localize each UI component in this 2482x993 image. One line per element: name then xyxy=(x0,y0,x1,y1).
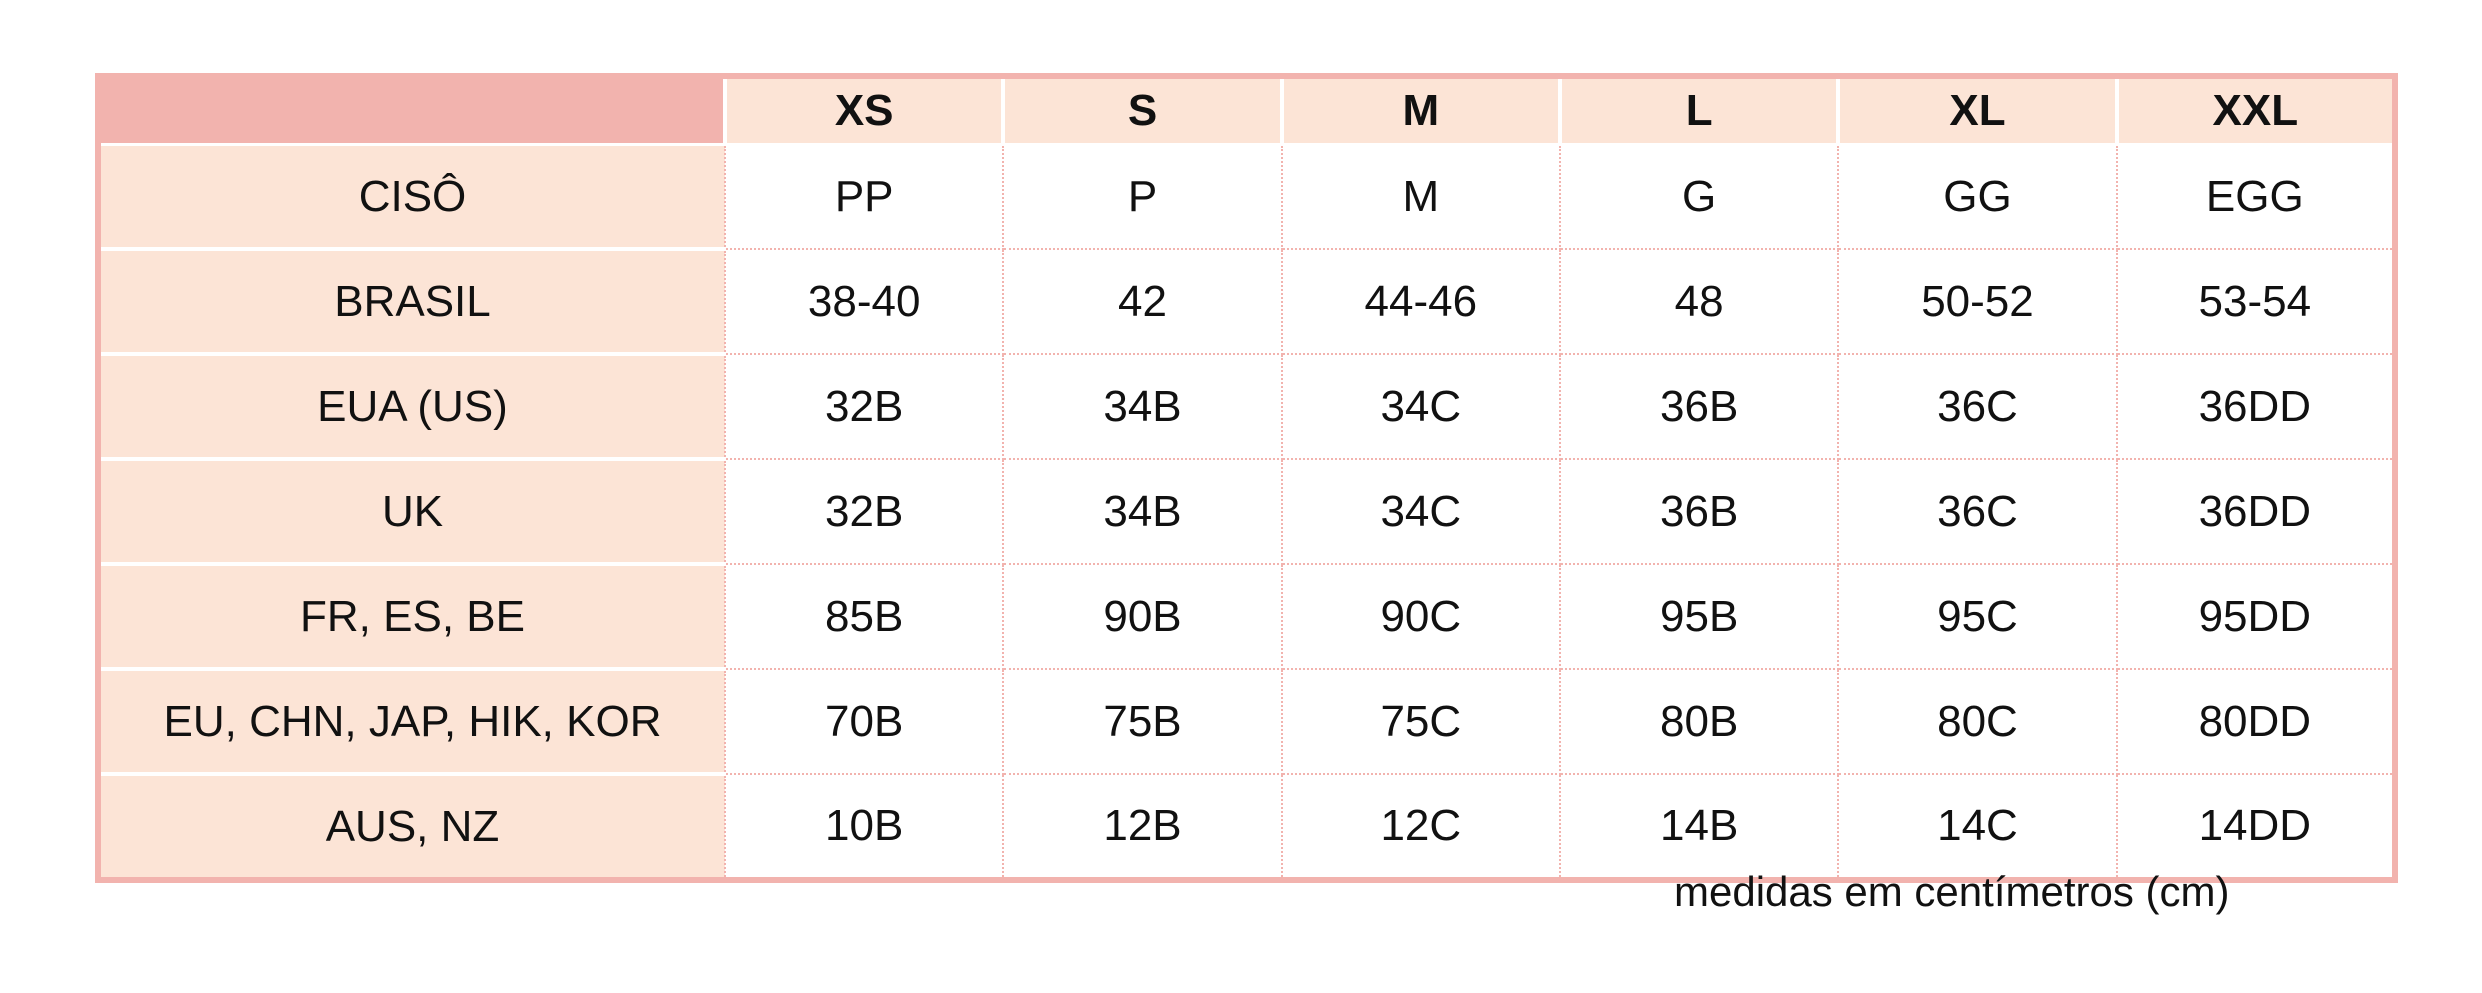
table-cell: M xyxy=(1280,143,1561,250)
table-cell: 36DD xyxy=(2115,353,2397,460)
row-label: FR, ES, BE xyxy=(98,564,725,671)
table-cell: 34C xyxy=(1280,458,1561,565)
header-row: XS S M L XL XXL xyxy=(98,76,2395,146)
table-cell: PP xyxy=(723,143,1005,250)
table-row: UK 32B 34B 34C 36B 36C 36DD xyxy=(98,458,2397,566)
table-cell: 14DD xyxy=(2115,773,2397,881)
table-cell: 48 xyxy=(1558,248,1840,355)
column-header: M xyxy=(1279,76,1560,146)
table-cell: GG xyxy=(1837,143,2118,250)
column-header: XS xyxy=(722,76,1004,146)
table-cell: 10B xyxy=(723,773,1005,881)
table-cell: 95DD xyxy=(2115,563,2397,670)
table-row: FR, ES, BE 85B 90B 90C 95B 95C 95DD xyxy=(98,563,2397,671)
table-cell: 34B xyxy=(1002,458,1283,565)
row-label: EUA (US) xyxy=(98,354,725,461)
table-cell: 12C xyxy=(1280,773,1561,881)
table-cell: 50-52 xyxy=(1837,248,2118,355)
table-cell: 90B xyxy=(1002,563,1283,670)
row-label: CISÔ xyxy=(98,144,725,251)
table-cell: 36C xyxy=(1837,458,2118,565)
table-cell: P xyxy=(1002,143,1283,250)
table-cell: 34C xyxy=(1280,353,1561,460)
table-cell: EGG xyxy=(2115,143,2397,250)
corner-cell xyxy=(98,76,725,146)
column-header: L xyxy=(1557,76,1839,146)
table-cell: 32B xyxy=(723,353,1005,460)
table-cell: 14C xyxy=(1837,773,2118,881)
table-cell: G xyxy=(1558,143,1840,250)
table-cell: 34B xyxy=(1002,353,1283,460)
row-label: BRASIL xyxy=(98,249,725,356)
column-header: XL xyxy=(1836,76,2117,146)
table-row: CISÔ PP P M G GG EGG xyxy=(98,143,2397,251)
table-cell: 85B xyxy=(723,563,1005,670)
table-row: EU, CHN, JAP, HIK, KOR 70B 75B 75C 80B 80C 80D… xyxy=(98,668,2397,776)
table-cell: 80DD xyxy=(2115,668,2397,775)
table-cell: 12B xyxy=(1002,773,1283,881)
column-header: XXL xyxy=(2114,76,2395,146)
row-label: AUS, NZ xyxy=(98,774,725,882)
note: medidas em centímetros (cm) xyxy=(1674,868,2230,915)
table-cell: 53-54 xyxy=(2115,248,2397,355)
row-label: UK xyxy=(98,459,725,566)
table-cell: 36B xyxy=(1558,458,1840,565)
table-cell: 32B xyxy=(723,458,1005,565)
table-row: BRASIL 38-40 42 44-46 48 50-52 53-54 xyxy=(98,248,2397,356)
table-cell: 38-40 xyxy=(723,248,1005,355)
table-cell: 80B xyxy=(1558,668,1840,775)
table-cell: 36B xyxy=(1558,353,1840,460)
size-table: XS S M L XL XXL CISÔ PP P M G GG EGG BRASIL 38-40 42 44… xyxy=(95,73,2398,883)
table-cell: 90C xyxy=(1280,563,1561,670)
table-cell: 44-46 xyxy=(1280,248,1561,355)
table-cell: 75B xyxy=(1002,668,1283,775)
table-cell: 14B xyxy=(1558,773,1840,881)
table-cell: 36DD xyxy=(2115,458,2397,565)
table-cell: 36C xyxy=(1837,353,2118,460)
table-body: CISÔ PP P M G GG EGG BRASIL 38-40 42 44-46 48 50-52 5… xyxy=(98,143,2397,882)
table-cell: 42 xyxy=(1002,248,1283,355)
table-row: AUS, NZ 10B 12B 12C 14B 14C 14DD xyxy=(98,773,2397,882)
table-cell: 75C xyxy=(1280,668,1561,775)
table-cell: 70B xyxy=(723,668,1005,775)
row-label: EU, CHN, JAP, HIK, KOR xyxy=(98,669,725,776)
table-cell: 95B xyxy=(1558,563,1840,670)
table-row: EUA (US) 32B 34B 34C 36B 36C 36DD xyxy=(98,353,2397,461)
table-cell: 80C xyxy=(1837,668,2118,775)
column-header: S xyxy=(1001,76,1282,146)
table-cell: 95C xyxy=(1837,563,2118,670)
